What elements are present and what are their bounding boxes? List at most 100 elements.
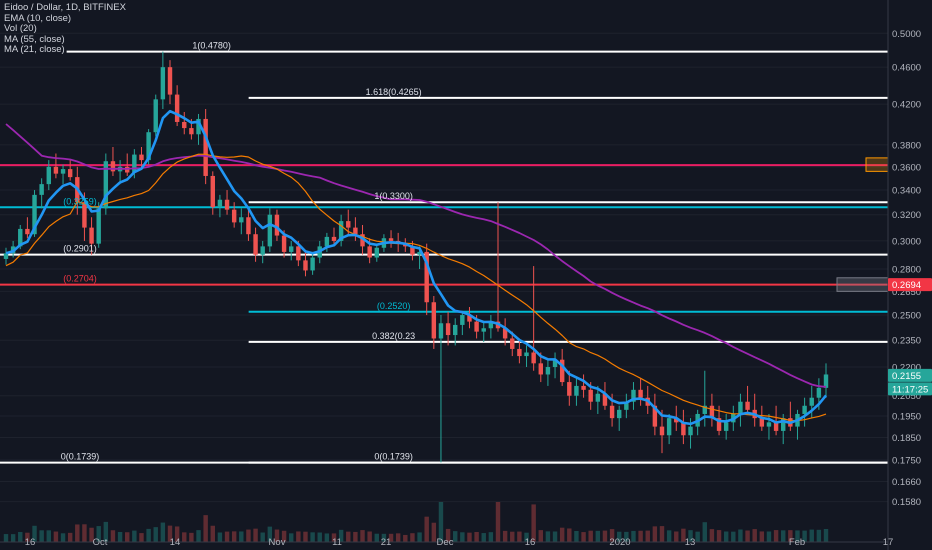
candle-body xyxy=(96,208,101,244)
candle-body xyxy=(260,246,265,255)
volume-bar xyxy=(174,526,180,542)
price-tag-box xyxy=(888,382,932,396)
candle-body xyxy=(552,359,558,368)
volume-bar xyxy=(25,532,30,542)
volume-bar xyxy=(688,530,693,542)
candle-body xyxy=(766,422,772,427)
candle xyxy=(388,230,394,248)
candle-body xyxy=(196,118,201,135)
candle xyxy=(274,209,280,241)
candle-body xyxy=(310,257,315,271)
volume-bar xyxy=(609,529,615,542)
y-tick-label: 0.4200 xyxy=(892,100,921,111)
legend-symbol[interactable]: Eidoo / Dollar, 1D, BITFINEX xyxy=(4,2,126,13)
candle-body xyxy=(160,67,166,100)
candle xyxy=(638,378,643,406)
level-label: (0.2704) xyxy=(63,274,97,284)
candle-body xyxy=(631,389,636,402)
candle-body xyxy=(146,132,151,161)
candle-body xyxy=(103,161,109,209)
candle xyxy=(424,243,429,316)
candle-body xyxy=(281,235,287,252)
candle-body xyxy=(182,121,187,129)
zone-box xyxy=(865,157,889,172)
candle-body xyxy=(502,328,508,339)
candle xyxy=(552,352,558,379)
y-tick-label: 0.2350 xyxy=(892,336,921,347)
legend-ema[interactable]: EMA (10, close) xyxy=(4,12,72,24)
candle-body xyxy=(367,246,372,258)
candle-body xyxy=(46,166,51,185)
candle-body xyxy=(239,217,244,223)
y-tick-label: 0.3200 xyxy=(892,210,921,221)
volume-bar xyxy=(60,533,66,542)
candle-body xyxy=(18,228,23,247)
y-tick-label: 0.2500 xyxy=(892,311,921,322)
legend-ma21[interactable]: MA (21, close) xyxy=(4,44,65,55)
candle xyxy=(374,243,379,262)
candle xyxy=(25,217,30,239)
candle xyxy=(617,405,622,431)
x-tick-label: 17 xyxy=(883,537,894,548)
volume-bar xyxy=(189,532,194,542)
candle xyxy=(802,397,807,427)
candle xyxy=(773,405,779,436)
volume-bar xyxy=(217,532,223,542)
candle xyxy=(289,240,294,261)
candle-body xyxy=(274,214,280,236)
y-tick-label: 0.2050 xyxy=(892,391,921,402)
price-tag-label: 0.2694 xyxy=(892,280,921,291)
candle-body xyxy=(559,359,565,383)
level-label: (0.3259) xyxy=(63,196,97,206)
volume-bar xyxy=(125,532,130,542)
candle xyxy=(39,178,44,209)
legend-volume[interactable]: Vol (20) xyxy=(4,23,37,34)
candle-body xyxy=(716,418,722,431)
candle xyxy=(110,146,116,176)
price-tag: 0.2694 xyxy=(888,278,932,292)
volume-bar xyxy=(624,531,629,542)
candle xyxy=(203,109,208,185)
candle xyxy=(60,164,66,185)
level-label: 1(0.4780) xyxy=(192,41,231,51)
price-tag-label: 0.2155 xyxy=(892,371,921,382)
candle xyxy=(467,306,472,329)
volume-bar xyxy=(495,502,501,542)
candle-body xyxy=(460,315,465,325)
candle xyxy=(745,385,750,414)
candle-body xyxy=(681,422,686,436)
candle xyxy=(795,409,800,440)
candle-body xyxy=(203,118,208,176)
candle-body xyxy=(617,409,622,419)
volume-bar xyxy=(538,530,543,542)
x-tick-label: 13 xyxy=(685,537,696,548)
x-tick-label: Nov xyxy=(269,537,286,548)
y-tick-label: 0.1580 xyxy=(892,497,921,508)
price-tag-label: 11:17:25 xyxy=(892,384,928,395)
candle xyxy=(353,217,358,241)
candle-body xyxy=(231,209,237,223)
volume-bar xyxy=(424,516,429,542)
legend-ma55[interactable]: MA (55, close) xyxy=(4,33,65,45)
level-label: 1(0.3300) xyxy=(374,191,413,201)
candle-body xyxy=(738,401,743,414)
candle-body xyxy=(3,253,9,259)
volume-bar xyxy=(224,531,230,542)
candle-body xyxy=(638,389,643,398)
volume-bar xyxy=(310,532,315,542)
volume-bar xyxy=(395,533,401,542)
candle-body xyxy=(167,67,173,95)
candle-body xyxy=(723,422,729,431)
volume-bar xyxy=(146,528,151,542)
candle-body xyxy=(445,323,451,336)
y-tick-label: 0.3000 xyxy=(892,236,921,247)
candle xyxy=(239,208,244,235)
volume-bar xyxy=(410,533,415,542)
candle-body xyxy=(674,418,679,423)
volume-bar xyxy=(303,531,308,542)
candle-body xyxy=(210,175,215,208)
candle-body xyxy=(53,166,59,174)
volume-bar xyxy=(374,533,379,542)
candle xyxy=(360,224,365,255)
